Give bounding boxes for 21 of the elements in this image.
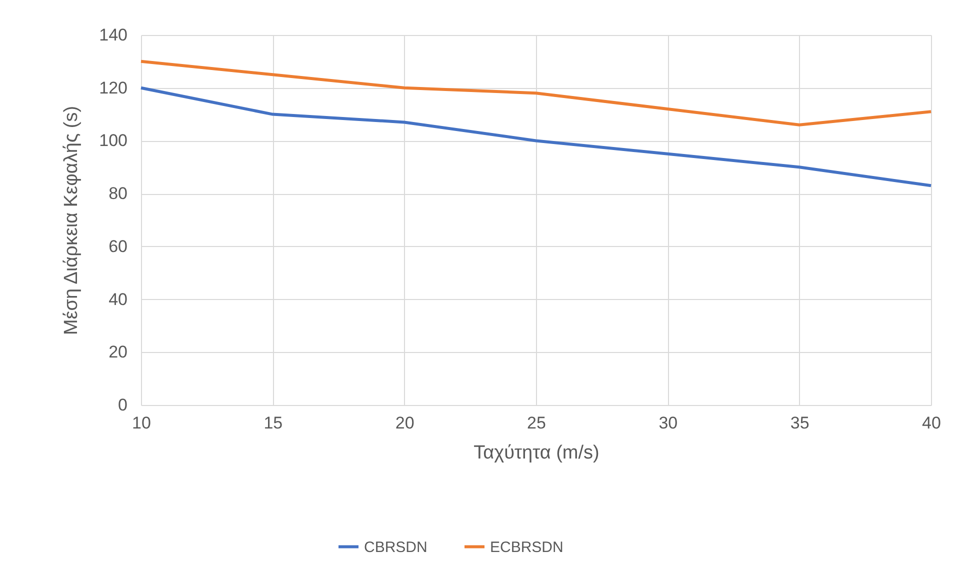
x-tick-label: 30: [658, 414, 678, 432]
y-tick-label: 60: [108, 236, 128, 256]
y-tick-label: 20: [108, 342, 128, 362]
x-tick-label: 40: [922, 414, 941, 432]
y-tick-label: 0: [118, 396, 128, 414]
x-tick-label: 20: [395, 414, 414, 432]
y-tick-label: 40: [108, 290, 128, 309]
legend-label: ECBRSDN: [490, 538, 564, 556]
y-tick-label: 120: [99, 78, 128, 98]
x-tick-label: 10: [132, 414, 151, 432]
y-axis-title: Μέση Διάρκεια Κεφαλής (s): [61, 106, 82, 336]
x-tick-label: 35: [790, 414, 810, 432]
x-tick-label: 25: [527, 414, 546, 432]
x-axis-title: Ταχύτητα (m/s): [474, 442, 600, 464]
y-tick-label: 80: [108, 184, 128, 204]
x-tick-label: 15: [264, 414, 283, 432]
y-tick-label: 100: [99, 131, 128, 150]
legend-label: CBRSDN: [364, 538, 428, 556]
line-series: [140, 60, 932, 126]
y-tick-label: 140: [99, 26, 128, 44]
line-series: [140, 86, 932, 188]
